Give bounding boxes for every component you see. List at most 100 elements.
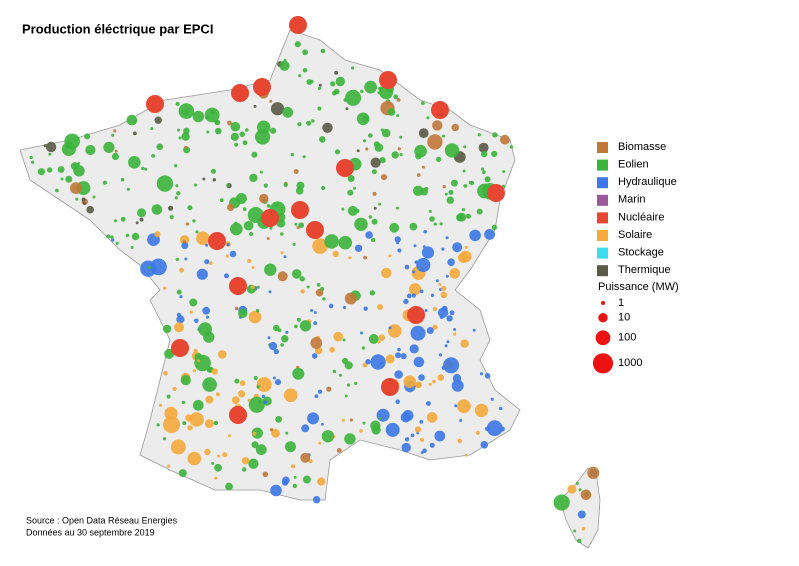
- dot: [229, 250, 237, 258]
- dot: [179, 235, 190, 245]
- dot: [378, 202, 382, 206]
- dot: [217, 454, 221, 458]
- dot: [385, 422, 400, 437]
- dot: [312, 238, 328, 254]
- dot: [218, 350, 227, 359]
- dot: [294, 41, 301, 48]
- dot: [269, 428, 274, 432]
- dot: [491, 150, 498, 157]
- dot: [135, 221, 139, 225]
- dot: [180, 375, 191, 386]
- dot: [234, 378, 240, 384]
- dot: [202, 377, 217, 392]
- dot: [133, 121, 137, 124]
- dot: [395, 399, 401, 405]
- dot: [146, 95, 164, 113]
- dot: [261, 394, 266, 399]
- dot: [553, 494, 570, 511]
- dot: [418, 374, 425, 381]
- dot: [302, 49, 308, 56]
- dot: [198, 322, 213, 337]
- size-legend-label: 100: [618, 332, 636, 344]
- dot: [298, 222, 305, 228]
- dot: [251, 151, 258, 158]
- dot: [226, 183, 230, 187]
- dot: [401, 442, 411, 453]
- dot: [453, 332, 457, 336]
- dot: [280, 343, 284, 347]
- dot: [113, 219, 117, 223]
- dot: [434, 430, 446, 442]
- dot: [253, 78, 271, 96]
- dot: [318, 441, 322, 445]
- dot: [219, 198, 224, 203]
- dot: [346, 383, 351, 387]
- dot: [227, 434, 231, 438]
- dot: [269, 226, 273, 230]
- legend-label: Stockage: [618, 247, 664, 259]
- dot: [301, 424, 310, 433]
- dot: [263, 400, 268, 405]
- dot: [206, 130, 210, 134]
- dot: [283, 255, 287, 259]
- dot: [212, 178, 216, 182]
- dot: [381, 267, 392, 279]
- dot: [175, 101, 180, 106]
- legend-label: Thermique: [618, 264, 671, 276]
- dot: [370, 157, 381, 168]
- dot: [151, 154, 156, 158]
- dot: [500, 134, 510, 145]
- dot: [270, 484, 282, 497]
- dot: [456, 213, 464, 222]
- dot: [396, 98, 401, 102]
- dot: [192, 399, 204, 411]
- dot: [354, 217, 368, 231]
- dot: [477, 133, 481, 137]
- dot: [205, 243, 209, 247]
- dot: [399, 135, 403, 139]
- dot: [175, 257, 179, 262]
- dot: [299, 320, 312, 332]
- dot: [452, 374, 462, 383]
- dot: [30, 160, 35, 164]
- dot: [578, 488, 582, 492]
- size-legend-circle: [595, 330, 611, 346]
- dot: [311, 353, 318, 359]
- dot: [277, 328, 282, 333]
- dot: [181, 242, 189, 250]
- dot: [239, 131, 246, 138]
- dot: [37, 168, 46, 176]
- dot: [580, 489, 592, 501]
- dot: [168, 205, 174, 211]
- dot: [373, 141, 380, 148]
- dot: [409, 283, 422, 296]
- dot: [360, 89, 364, 94]
- dot: [252, 431, 257, 436]
- dot: [427, 134, 443, 150]
- dot: [396, 241, 400, 245]
- source: Données au 30 septembre 2019: [26, 527, 155, 537]
- dot: [264, 263, 277, 276]
- dot: [255, 129, 271, 145]
- dot: [154, 231, 161, 238]
- dot: [344, 433, 356, 445]
- dot: [85, 144, 96, 156]
- dot: [376, 408, 390, 422]
- dot: [328, 303, 334, 309]
- size-legend-circle: [592, 353, 614, 374]
- dot: [409, 222, 418, 231]
- dot: [436, 156, 442, 162]
- dot: [154, 116, 162, 124]
- dot: [338, 235, 353, 250]
- dot: [581, 527, 586, 531]
- dot: [204, 107, 220, 123]
- dot: [120, 216, 126, 222]
- dot: [462, 169, 466, 173]
- dot: [432, 120, 443, 131]
- dot: [202, 177, 206, 181]
- dot: [302, 475, 311, 484]
- legend-swatch: [597, 247, 608, 259]
- dot: [381, 128, 391, 138]
- dot: [420, 437, 425, 442]
- dot: [472, 328, 476, 332]
